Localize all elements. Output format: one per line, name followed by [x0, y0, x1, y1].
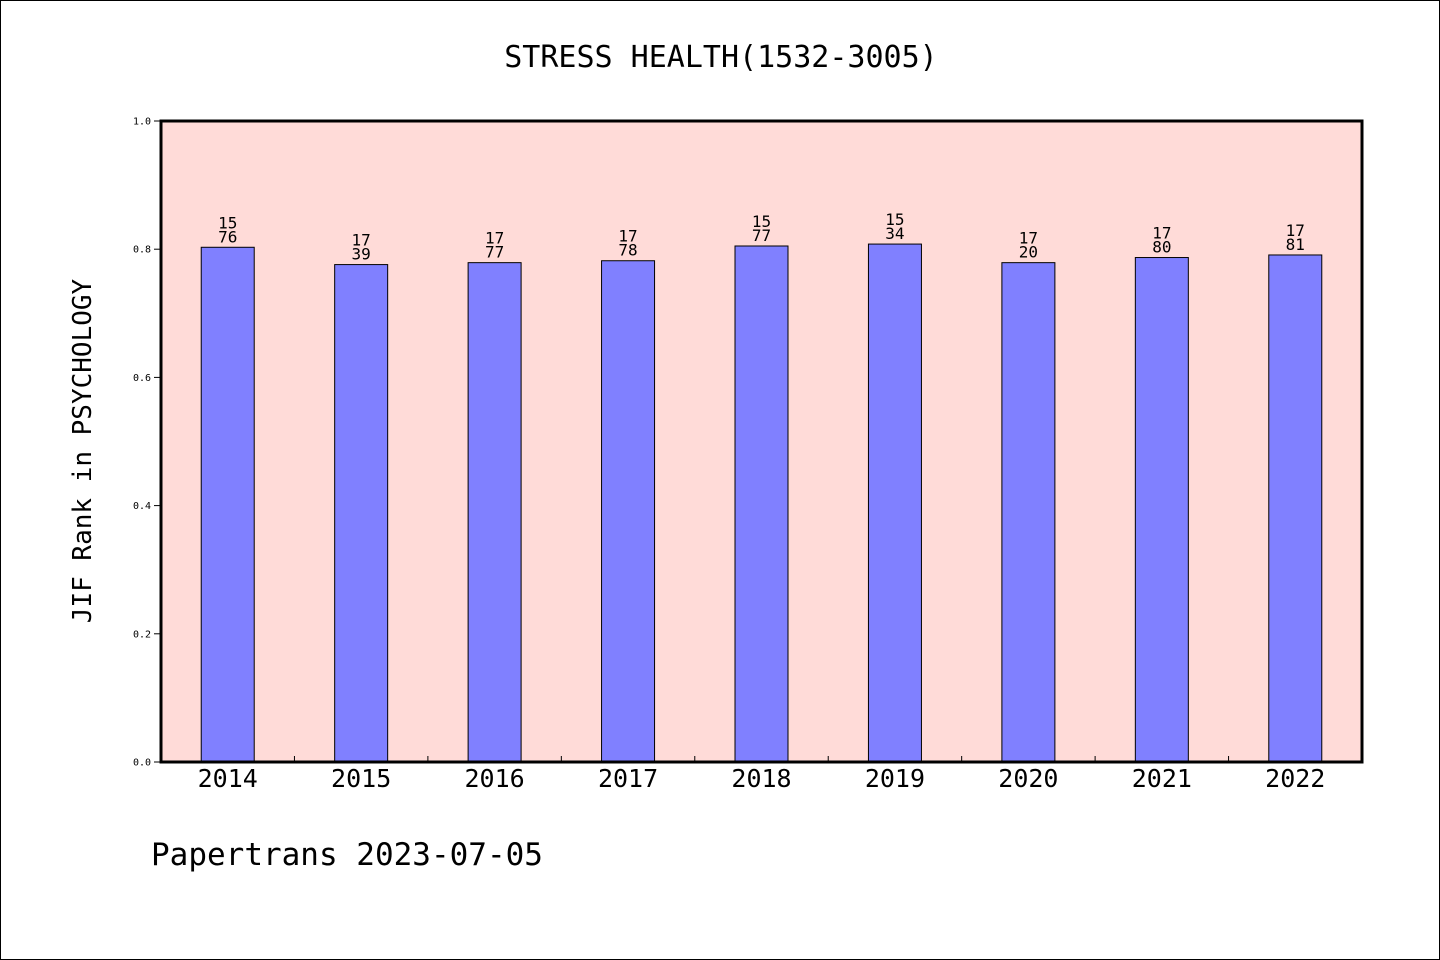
- y-tick-label-0.0: 0.0: [133, 758, 151, 769]
- bar-label-bottom-2018: 77: [752, 226, 771, 245]
- x-tick-label-2021: 2021: [1132, 764, 1192, 793]
- bar-label-bottom-2019: 34: [885, 224, 904, 243]
- y-tick-label-0.8: 0.8: [133, 245, 151, 256]
- bar-label-top-2021: 17: [1152, 224, 1171, 243]
- bar-label-top-2019: 15: [885, 210, 904, 229]
- bar-2021: [1134, 257, 1189, 763]
- bar-label-bottom-2020: 20: [1019, 243, 1038, 262]
- bar-2019: [867, 243, 922, 763]
- bar-2015: [334, 264, 389, 763]
- bar-2022: [1268, 254, 1323, 763]
- y-tick-label-0.2: 0.2: [133, 629, 151, 640]
- x-tick-label-2018: 2018: [731, 764, 791, 793]
- y-tick-label-1.0: 1.0: [133, 117, 151, 128]
- bar-label-top-2016: 17: [485, 229, 504, 248]
- x-tick-label-2017: 2017: [598, 764, 658, 793]
- bar-label-top-2017: 17: [618, 227, 637, 246]
- bar-label-top-2014: 15: [218, 213, 237, 232]
- bar-2016: [467, 262, 522, 763]
- y-tick-label-0.4: 0.4: [133, 501, 151, 512]
- x-tick-label-2015: 2015: [331, 764, 391, 793]
- chart-title: STRESS HEALTH(1532-3005): [504, 40, 937, 75]
- bar-2018: [734, 245, 789, 763]
- bar-label-top-2022: 17: [1286, 221, 1305, 240]
- x-tick-label-2016: 2016: [465, 764, 525, 793]
- bar-label-bottom-2014: 76: [218, 227, 237, 246]
- y-axis-label: JIF Rank in PSYCHOLOGY: [68, 278, 98, 623]
- bar-label-bottom-2015: 39: [352, 245, 371, 264]
- bar-label-top-2020: 17: [1019, 229, 1038, 248]
- x-tick-label-2019: 2019: [865, 764, 925, 793]
- bar-label-bottom-2022: 81: [1286, 235, 1305, 254]
- x-tick-label-2022: 2022: [1265, 764, 1325, 793]
- bar-label-top-2018: 15: [752, 212, 771, 231]
- x-tick-label-2020: 2020: [998, 764, 1058, 793]
- x-tick-label-2014: 2014: [198, 764, 258, 793]
- bar-2020: [1001, 262, 1056, 763]
- bar-2014: [200, 246, 255, 763]
- bar-label-bottom-2017: 78: [618, 241, 637, 260]
- bar-label-bottom-2016: 77: [485, 243, 504, 262]
- y-tick-label-0.6: 0.6: [133, 373, 151, 384]
- bar-2017: [601, 260, 656, 763]
- bar-label-bottom-2021: 80: [1152, 238, 1171, 257]
- plot-border: [159, 119, 1364, 764]
- bar-label-top-2015: 17: [352, 231, 371, 250]
- footer-text: Papertrans 2023-07-05: [151, 837, 543, 873]
